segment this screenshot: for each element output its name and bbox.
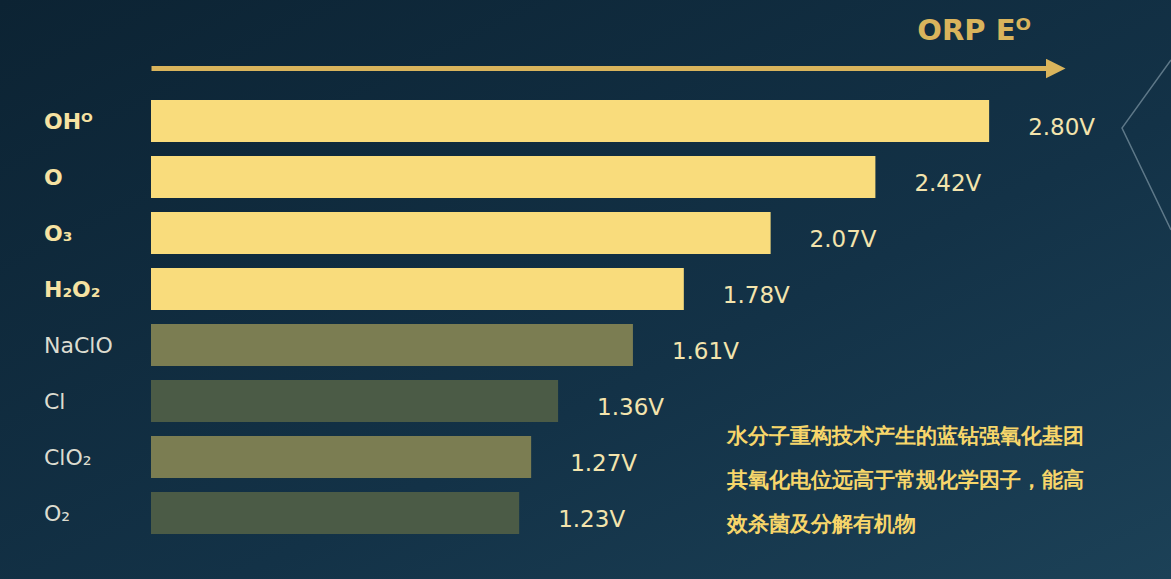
title: ORP Eᴼ bbox=[917, 13, 1031, 47]
chart: ORP EᴼOHᴼOO₃H₂O₂NaClOClClO₂O₂2.80V2.42V2… bbox=[0, 0, 1171, 579]
data-label: 1.61V bbox=[672, 338, 739, 364]
tick-label: O₃ bbox=[44, 221, 72, 246]
bar bbox=[151, 212, 771, 254]
x-axis bbox=[152, 68, 1050, 69]
tick-label: OHᴼ bbox=[44, 109, 93, 134]
y-axis: OHᴼ O O₃ H₂O₂ NaClO Cl ClO₂ O₂ bbox=[44, 109, 113, 526]
data-label: 1.36V bbox=[597, 394, 664, 420]
bar bbox=[151, 436, 531, 478]
bar bbox=[151, 156, 875, 198]
annotation-line: 效杀菌及分解有机物 bbox=[726, 512, 916, 536]
annotation: 水分子重构技术产生的蓝钻强氧化基团其氧化电位远高于常规化学因子，能高效杀菌及分解… bbox=[726, 424, 1084, 536]
tick-label: O bbox=[44, 165, 63, 190]
bar bbox=[151, 380, 558, 422]
axis-line bbox=[152, 66, 1050, 71]
tick-label: NaClO bbox=[44, 333, 113, 358]
tick-label: H₂O₂ bbox=[44, 277, 100, 302]
annotation-line: 其氧化电位远高于常规化学因子，能高 bbox=[726, 468, 1084, 492]
data-labels: 2.80V 2.42V 2.07V 1.78V 1.61V 1.36V 1.27V 1.23V bbox=[558, 114, 1095, 532]
bar bbox=[151, 492, 519, 534]
data-label: 1.27V bbox=[570, 450, 637, 476]
data-label: 2.07V bbox=[810, 226, 877, 252]
data-label: 1.78V bbox=[723, 282, 790, 308]
decoration bbox=[1122, 60, 1171, 230]
background bbox=[0, 0, 1171, 579]
data-label: 1.23V bbox=[558, 506, 625, 532]
tick-label: O₂ bbox=[44, 501, 70, 526]
bar bbox=[151, 100, 989, 142]
annotation-line: 水分子重构技术产生的蓝钻强氧化基团 bbox=[726, 424, 1084, 448]
data-label: 2.42V bbox=[914, 170, 981, 196]
data-label: 2.80V bbox=[1028, 114, 1095, 140]
tick-label: Cl bbox=[44, 389, 65, 414]
bar bbox=[151, 324, 633, 366]
tick-label: ClO₂ bbox=[44, 445, 92, 470]
bar bbox=[151, 268, 684, 310]
